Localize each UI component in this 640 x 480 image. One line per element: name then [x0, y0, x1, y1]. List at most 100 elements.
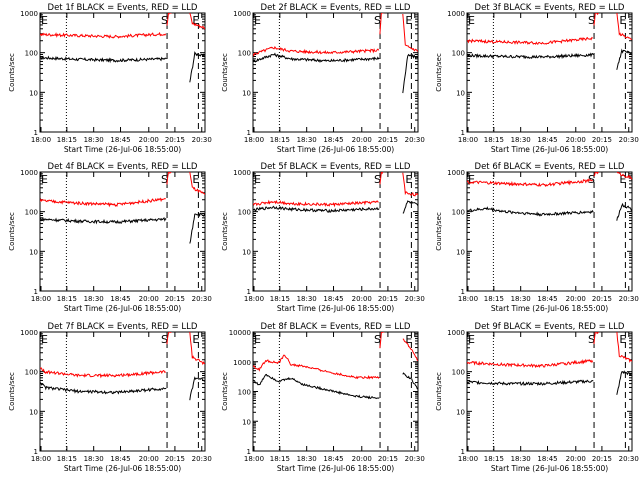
y-tick-label: 1 — [34, 129, 38, 137]
y-tick-label: 100 — [238, 209, 251, 217]
y-tick-label: 10 — [29, 89, 38, 97]
x-tick-label: 20:30 — [619, 136, 639, 144]
x-tick-label: 18:45 — [110, 295, 130, 303]
marker-label: E — [468, 333, 475, 346]
marker-label: S — [374, 173, 381, 186]
x-tick-label: 18:30 — [297, 136, 317, 144]
x-tick-label: 18:30 — [84, 455, 104, 463]
x-tick-label: 18:45 — [537, 295, 557, 303]
lld-series-line — [253, 46, 380, 57]
events-series-line — [616, 370, 632, 395]
lld-series-line — [40, 197, 166, 208]
lld-series-line — [467, 358, 594, 369]
marker-label: E — [619, 14, 626, 27]
x-tick-label: 20:00 — [139, 295, 159, 303]
y-tick-label: 100 — [452, 209, 465, 217]
x-axis-label: Start Time (26-Jul-06 18:55:00) — [277, 145, 394, 154]
lld-series-line — [166, 332, 172, 345]
marker-label: S — [161, 333, 168, 346]
y-axis-label: Counts/sec — [435, 53, 443, 92]
lld-series-line — [593, 13, 599, 26]
marker-label: E — [468, 14, 475, 27]
x-tick-label: 18:30 — [297, 295, 317, 303]
chart-title: Det 8f BLACK = Events, RED = LLD — [261, 322, 411, 332]
x-tick-label: 20:00 — [139, 136, 159, 144]
x-axis-label: Start Time (26-Jul-06 18:55:00) — [491, 464, 608, 473]
y-tick-label: 1000 — [447, 329, 465, 337]
chart-panel: Det 9f BLACK = Events, RED = LLD Counts/s… — [435, 322, 639, 473]
x-tick-label: 18:00 — [31, 455, 51, 463]
y-tick-label: 1 — [247, 129, 251, 137]
x-tick-label: 18:00 — [244, 455, 264, 463]
events-series-line — [189, 212, 205, 244]
x-tick-label: 18:15 — [57, 136, 77, 144]
y-tick-label: 10000 — [229, 329, 251, 337]
y-tick-label: 10 — [242, 89, 251, 97]
marker-label: E — [468, 173, 475, 186]
x-axis-label: Start Time (26-Jul-06 18:55:00) — [64, 145, 181, 154]
x-tick-label: 20:00 — [139, 455, 159, 463]
y-tick-label: 1000 — [20, 329, 38, 337]
series-group — [40, 13, 205, 83]
y-tick-label: 1 — [34, 288, 38, 296]
lld-series-line — [166, 172, 172, 185]
y-axis-label: Counts/sec — [221, 212, 229, 251]
x-tick-label: 20:15 — [378, 455, 398, 463]
marker-label: E — [192, 173, 199, 186]
x-tick-label: 18:00 — [458, 136, 478, 144]
lld-series-line — [402, 338, 418, 361]
x-tick-label: 20:30 — [619, 455, 639, 463]
events-series-line — [189, 51, 205, 83]
x-axis-label: Start Time (26-Jul-06 18:55:00) — [64, 304, 181, 313]
x-tick-label: 18:00 — [31, 295, 51, 303]
lld-series-line — [379, 172, 385, 185]
lld-series-line — [616, 172, 632, 180]
marker-label: S — [588, 14, 595, 27]
marker-label: E — [405, 14, 412, 27]
events-series-line — [40, 382, 167, 395]
x-axis-label: Start Time (26-Jul-06 18:55:00) — [491, 304, 608, 313]
lld-series-line — [616, 13, 632, 41]
chart-title: Det 9f BLACK = Events, RED = LLD — [475, 322, 625, 332]
marker-label: E — [405, 173, 412, 186]
y-tick-label: 100 — [238, 50, 251, 58]
y-tick-label: 1000 — [447, 169, 465, 177]
x-tick-label: 20:30 — [192, 136, 212, 144]
marker-label: S — [374, 333, 381, 346]
lld-series-line — [253, 199, 379, 208]
x-tick-label: 18:00 — [458, 455, 478, 463]
series-group — [253, 172, 418, 214]
x-tick-label: 18:15 — [484, 455, 504, 463]
x-tick-label: 18:45 — [537, 136, 557, 144]
chart-title: Det 2f BLACK = Events, RED = LLD — [261, 3, 411, 13]
x-tick-label: 18:30 — [511, 295, 531, 303]
events-series-line — [402, 53, 418, 94]
chart-title: Det 4f BLACK = Events, RED = LLD — [48, 162, 198, 172]
x-tick-label: 20:30 — [619, 295, 639, 303]
y-tick-label: 1 — [34, 448, 38, 456]
y-tick-label: 1 — [247, 448, 251, 456]
marker-label: S — [161, 14, 168, 27]
x-tick-label: 18:45 — [323, 136, 343, 144]
x-tick-label: 20:15 — [378, 295, 398, 303]
y-tick-label: 1 — [461, 288, 465, 296]
chart-title: Det 7f BLACK = Events, RED = LLD — [48, 322, 198, 332]
x-tick-label: 18:00 — [458, 295, 478, 303]
lld-series-line — [40, 31, 167, 39]
x-tick-label: 18:30 — [511, 455, 531, 463]
y-tick-label: 10 — [456, 89, 465, 97]
x-tick-label: 20:30 — [192, 295, 212, 303]
marker-label: E — [254, 14, 261, 27]
events-series-line — [467, 379, 594, 386]
lld-series-line — [166, 13, 172, 26]
x-tick-label: 18:30 — [297, 455, 317, 463]
chart-panel: Det 4f BLACK = Events, RED = LLD Counts/s… — [8, 162, 212, 313]
lld-series-line — [467, 178, 593, 188]
x-tick-label: 18:45 — [323, 295, 343, 303]
marker-label: S — [161, 173, 168, 186]
x-tick-label: 20:00 — [566, 455, 586, 463]
x-tick-label: 18:15 — [57, 295, 77, 303]
y-tick-label: 1000 — [447, 10, 465, 18]
events-series-line — [189, 376, 205, 401]
x-tick-label: 20:15 — [165, 136, 185, 144]
